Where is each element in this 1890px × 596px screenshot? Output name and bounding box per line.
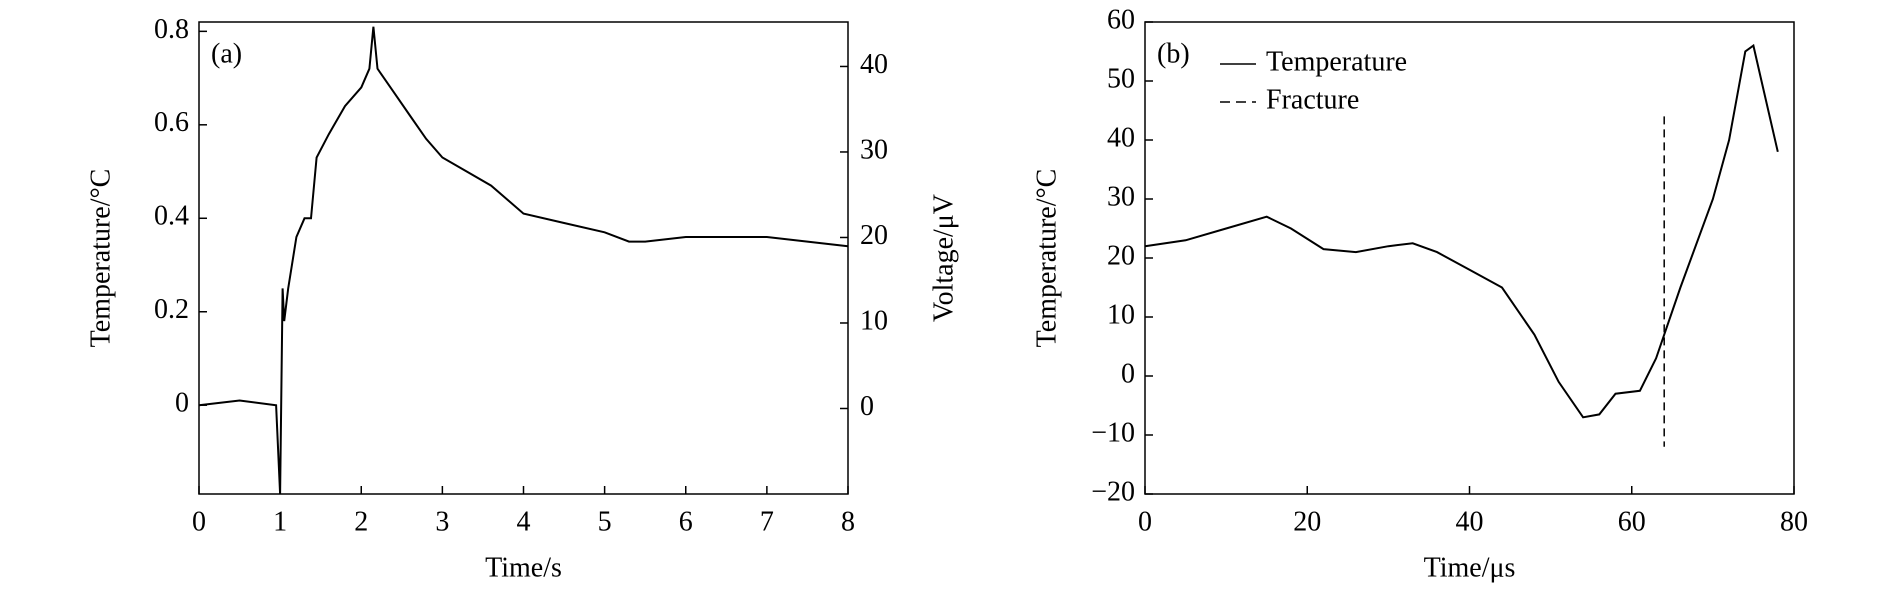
legend-label: Temperature [1266, 46, 1407, 77]
x-tick-label: 7 [760, 506, 774, 537]
x-tick-label: 0 [1138, 506, 1152, 537]
y2-tick-label: 10 [860, 305, 888, 336]
y-tick-label: 50 [1107, 63, 1135, 94]
plot-frame [198, 21, 849, 495]
y2-tick-label: 20 [860, 220, 888, 251]
legend-label: Fracture [1266, 84, 1359, 115]
panel-label: (b) [1157, 38, 1190, 69]
x-tick-label: 4 [517, 506, 531, 537]
x-tick-label: 80 [1780, 506, 1808, 537]
panel-label: (a) [211, 38, 242, 69]
y-tick-label: 60 [1107, 4, 1135, 35]
y-tick-label: 0 [175, 388, 189, 419]
x-tick-label: 20 [1293, 506, 1321, 537]
x-tick-label: 2 [354, 506, 368, 537]
y-tick-label: 0.6 [154, 107, 189, 138]
x-tick-label: 6 [679, 506, 693, 537]
x-tick-label: 0 [192, 506, 206, 537]
x-tick-label: 1 [273, 506, 287, 537]
y-tick-label: 0.2 [154, 294, 189, 325]
y-axis-label: Temperature/°C [1031, 169, 1062, 348]
y-tick-label: −20 [1091, 476, 1135, 507]
x-tick-label: 60 [1618, 506, 1646, 537]
y-tick-label: 20 [1107, 240, 1135, 271]
y2-tick-label: 30 [860, 134, 888, 165]
y-tick-label: 40 [1107, 122, 1135, 153]
y-tick-label: 30 [1107, 181, 1135, 212]
x-axis-label: Time/s [485, 552, 562, 583]
data-line [198, 26, 849, 495]
y2-tick-label: 40 [860, 49, 888, 80]
y2-tick-label: 0 [860, 391, 874, 422]
y-tick-label: −10 [1091, 417, 1135, 448]
x-tick-label: 5 [598, 506, 612, 537]
y-tick-label: 0 [1121, 358, 1135, 389]
x-axis-label: Time/μs [1424, 552, 1516, 583]
plot-frame [1144, 21, 1795, 495]
y-tick-label: 10 [1107, 299, 1135, 330]
y-tick-label: 0.8 [154, 14, 189, 45]
x-tick-label: 40 [1456, 506, 1484, 537]
x-tick-label: 3 [435, 506, 449, 537]
data-line [1144, 43, 1779, 419]
x-tick-label: 8 [841, 506, 855, 537]
y-axis-label: Temperature/°C [85, 169, 116, 348]
y2-axis-label: Voltage/μV [928, 194, 959, 322]
y-tick-label: 0.4 [154, 201, 189, 232]
